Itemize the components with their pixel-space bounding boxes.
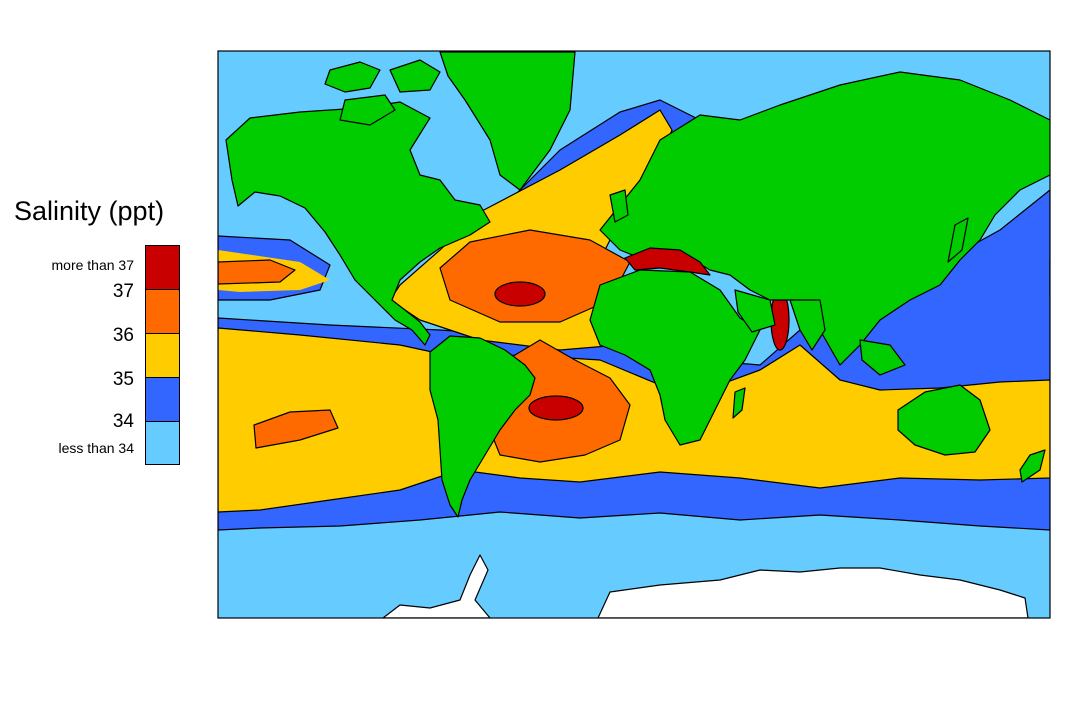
legend-swatch-35-36 xyxy=(145,333,180,377)
land-british-isles xyxy=(609,189,629,223)
land-australia xyxy=(897,384,991,456)
legend-swatch-36-37 xyxy=(145,289,180,333)
land-africa xyxy=(589,269,761,446)
land-north-america xyxy=(225,101,491,346)
land-india xyxy=(789,299,826,351)
land-south-america xyxy=(429,335,536,518)
ocean-more-than-37-north-atlantic xyxy=(494,281,546,307)
ocean-more-than-37-mediterranean xyxy=(624,247,711,276)
legend-swatch-more-than-37 xyxy=(145,245,180,289)
land-southeast-asia xyxy=(859,339,906,376)
land-japan xyxy=(947,217,969,263)
legend-swatch-less-than-34 xyxy=(145,421,180,465)
legend-label-less-than-34: less than 34 xyxy=(58,440,135,456)
ocean-36-37-east-pacific xyxy=(1049,259,1050,297)
land-antarctica xyxy=(382,554,1029,618)
land-madagascar xyxy=(732,387,746,419)
legend-title: Salinity (ppt) xyxy=(14,196,165,226)
ocean-36-37-north-pacific xyxy=(218,259,296,285)
land-arabia xyxy=(734,289,776,333)
land-arctic-islands xyxy=(324,59,441,126)
ocean-more-than-37-south-atlantic xyxy=(528,395,584,421)
land-new-zealand xyxy=(1019,449,1046,483)
legend-label-36: 36 xyxy=(112,325,134,346)
legend-swatch-34-35 xyxy=(145,377,180,421)
legend-label-35: 35 xyxy=(112,369,134,390)
legend-label-37: 37 xyxy=(112,281,134,302)
ocean-36-37-south-pacific xyxy=(253,409,339,449)
legend-label-more-than-37: more than 37 xyxy=(51,257,135,273)
land-eurasia xyxy=(599,71,1050,366)
ocean-35-36-tropical-band xyxy=(218,327,1050,513)
legend-label-34: 34 xyxy=(112,411,134,432)
land-greenland xyxy=(439,51,576,191)
map-frame xyxy=(217,50,1051,619)
